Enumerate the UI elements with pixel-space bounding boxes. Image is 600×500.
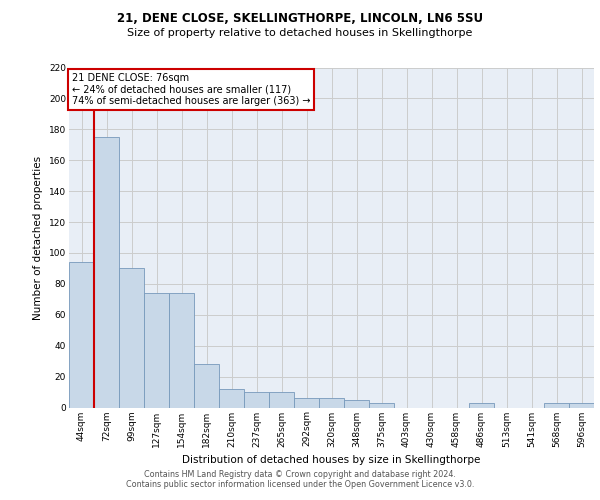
Bar (269, 392, 294, 407)
Y-axis label: Number of detached properties: Number of detached properties (34, 156, 43, 320)
Bar (69, 262, 94, 408)
Bar (169, 293, 194, 408)
Bar (144, 293, 169, 408)
Text: 21 DENE CLOSE: 76sqm
← 24% of detached houses are smaller (117)
74% of semi-deta: 21 DENE CLOSE: 76sqm ← 24% of detached h… (71, 72, 310, 106)
Text: Contains HM Land Registry data © Crown copyright and database right 2024.: Contains HM Land Registry data © Crown c… (144, 470, 456, 479)
Text: Contains public sector information licensed under the Open Government Licence v3: Contains public sector information licen… (126, 480, 474, 489)
Text: 21, DENE CLOSE, SKELLINGTHORPE, LINCOLN, LN6 5SU: 21, DENE CLOSE, SKELLINGTHORPE, LINCOLN,… (117, 12, 483, 26)
Bar (244, 392, 269, 407)
Text: Size of property relative to detached houses in Skellingthorpe: Size of property relative to detached ho… (127, 28, 473, 38)
Bar (369, 403, 394, 407)
Bar (119, 268, 144, 407)
Bar (469, 403, 494, 407)
Bar (219, 389, 244, 407)
Bar (294, 398, 319, 407)
Bar (544, 403, 569, 407)
Bar (319, 398, 344, 407)
Bar (344, 400, 369, 407)
X-axis label: Distribution of detached houses by size in Skellingthorpe: Distribution of detached houses by size … (182, 455, 481, 465)
Bar (94, 137, 119, 407)
Bar (194, 364, 219, 408)
Bar (569, 403, 594, 407)
